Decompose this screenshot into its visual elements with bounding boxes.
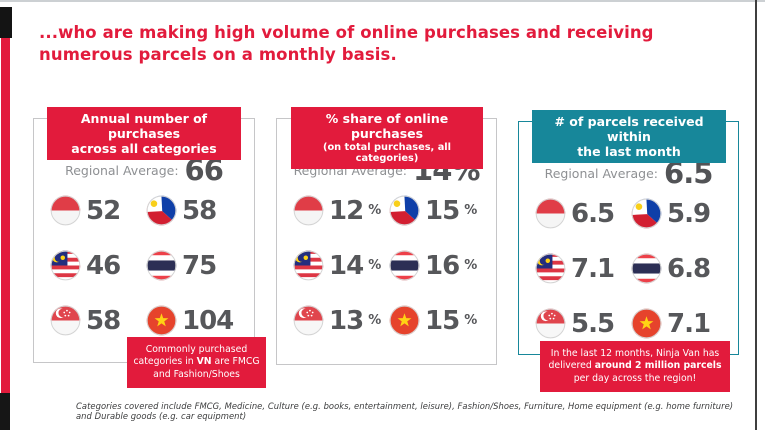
indonesia-flag-icon xyxy=(293,195,324,226)
header-line1: % share of online purchases xyxy=(325,111,449,141)
cell-vietnam: 15% xyxy=(389,305,485,336)
cell-vietnam: 104 xyxy=(146,305,242,336)
country-value: 15 xyxy=(425,195,460,226)
country-unit: % xyxy=(464,258,478,273)
singapore-flag-icon xyxy=(50,305,81,336)
country-unit: % xyxy=(464,313,478,328)
header-line2: the last month xyxy=(577,143,681,159)
philippines-flag-icon xyxy=(631,198,662,229)
country-value: 58 xyxy=(182,195,217,226)
regional-average-label: Regional Average: xyxy=(544,165,659,181)
country-value: 75 xyxy=(182,250,217,281)
header-line2: across all categories xyxy=(71,140,217,156)
malaysia-flag-icon xyxy=(50,250,81,281)
header-line2: (on total purchases, all categories) xyxy=(322,141,452,165)
cell-thailand: 16% xyxy=(389,250,485,281)
thailand-flag-icon xyxy=(146,250,177,281)
country-unit: % xyxy=(368,313,382,328)
cell-thailand: 75 xyxy=(146,250,242,281)
country-value: 6.5 xyxy=(571,198,615,229)
country-value: 46 xyxy=(86,250,121,281)
cell-malaysia: 46 xyxy=(50,250,146,281)
philippines-flag-icon xyxy=(146,195,177,226)
indonesia-flag-icon xyxy=(50,195,81,226)
vietnam-flag-icon xyxy=(389,305,420,336)
note-bold-text: around 2 million parcels xyxy=(594,360,722,372)
panel-parcels-header: # of parcels received within the last mo… xyxy=(532,110,726,164)
regional-average-label: Regional Average: xyxy=(65,162,179,178)
malaysia-flag-icon xyxy=(293,250,324,281)
cell-singapore: 58 xyxy=(50,305,146,336)
cell-singapore: 5.5 xyxy=(535,308,631,339)
cell-vietnam: 7.1 xyxy=(631,308,727,339)
cell-malaysia: 14% xyxy=(293,250,389,281)
left-edge-black-top xyxy=(0,7,12,38)
vietnam-flag-icon xyxy=(146,305,177,336)
cell-indonesia: 12% xyxy=(293,195,389,226)
note-text: per day across the region! xyxy=(573,372,697,384)
malaysia-flag-icon xyxy=(535,253,566,284)
note-text: are FMCG and Fashion/Shoes xyxy=(153,356,260,380)
singapore-flag-icon xyxy=(293,305,324,336)
panel-annual-purchases: Annual number of purchases across all ca… xyxy=(33,107,266,388)
country-unit: % xyxy=(368,203,382,218)
slide-title-line1: ...who are making high volume of online … xyxy=(39,23,654,42)
thailand-flag-icon xyxy=(389,250,420,281)
header-line1: Annual number of purchases xyxy=(80,111,208,141)
cell-indonesia: 52 xyxy=(50,195,146,226)
panel-annual-purchases-header: Annual number of purchases across all ca… xyxy=(47,107,241,161)
cell-philippines: 15% xyxy=(389,195,485,226)
country-value: 13 xyxy=(329,305,364,336)
country-values-grid: 12% 15% xyxy=(293,195,485,336)
cell-singapore: 13% xyxy=(293,305,389,336)
panel-parcels-received: # of parcels received within the last mo… xyxy=(518,110,739,392)
country-value: 6.8 xyxy=(667,253,711,284)
footnote: Categories covered include FMCG, Medicin… xyxy=(76,401,734,421)
country-value: 7.1 xyxy=(571,253,615,284)
country-value: 5.5 xyxy=(571,308,615,339)
country-values-grid: 6.5 5.9 xyxy=(535,198,727,339)
country-value: 12 xyxy=(329,195,364,226)
indonesia-flag-icon xyxy=(535,198,566,229)
panel-share-online-purchases: % share of online purchases (on total pu… xyxy=(276,107,497,365)
note-bold-text: VN xyxy=(196,356,212,368)
thailand-flag-icon xyxy=(631,253,662,284)
country-value: 15 xyxy=(425,305,460,336)
country-value: 5.9 xyxy=(667,198,711,229)
vietnam-flag-icon xyxy=(631,308,662,339)
cell-thailand: 6.8 xyxy=(631,253,727,284)
country-values-grid: 52 58 xyxy=(50,195,242,336)
slide-title: ...who are making high volume of online … xyxy=(39,22,679,66)
country-value: 58 xyxy=(86,305,121,336)
country-value: 52 xyxy=(86,195,121,226)
philippines-flag-icon xyxy=(389,195,420,226)
cell-indonesia: 6.5 xyxy=(535,198,631,229)
note-ninja-van-parcels: In the last 12 months, Ninja Van has del… xyxy=(540,341,730,392)
right-border-line xyxy=(755,0,757,430)
note-text: Commonly purchased categories in xyxy=(133,344,248,368)
cell-philippines: 5.9 xyxy=(631,198,727,229)
cell-malaysia: 7.1 xyxy=(535,253,631,284)
cell-philippines: 58 xyxy=(146,195,242,226)
country-value: 104 xyxy=(182,305,234,336)
country-value: 7.1 xyxy=(667,308,711,339)
country-value: 16 xyxy=(425,250,460,281)
left-edge-black-bottom xyxy=(0,393,10,430)
top-border-line xyxy=(0,0,765,2)
left-edge-red-bar xyxy=(1,38,10,393)
panel-share-header: % share of online purchases (on total pu… xyxy=(291,107,483,169)
regional-average: Regional Average: 66 xyxy=(34,153,254,187)
note-text: In the last 12 months, Ninja Van has del… xyxy=(548,348,720,372)
note-vn-categories: Commonly purchased categories in VN are … xyxy=(127,337,266,388)
header-line1: # of parcels received within xyxy=(554,114,704,144)
singapore-flag-icon xyxy=(535,308,566,339)
country-unit: % xyxy=(464,203,478,218)
country-value: 14 xyxy=(329,250,364,281)
country-unit: % xyxy=(368,258,382,273)
slide-title-line2: numerous parcels on a monthly basis. xyxy=(39,45,397,65)
